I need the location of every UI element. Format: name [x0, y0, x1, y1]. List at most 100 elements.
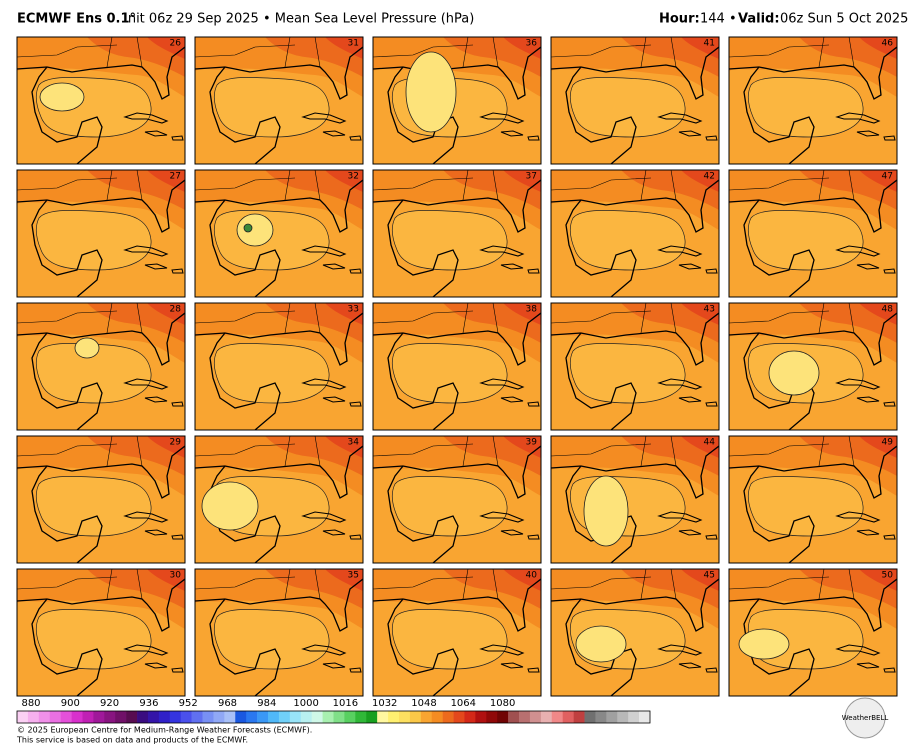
map-panel: 32	[194, 169, 364, 298]
low-pressure-area	[39, 82, 85, 112]
map-content	[551, 170, 719, 297]
map-panel: 50	[728, 568, 898, 697]
colorbar-swatch	[137, 711, 149, 723]
panel-border	[194, 302, 364, 431]
map-content	[17, 569, 185, 696]
map-panel: 31	[194, 36, 364, 165]
footer-line: This service is based on data and produc…	[16, 736, 248, 745]
map-panel: 28	[16, 302, 186, 431]
colorbar-swatch	[508, 711, 520, 723]
colorbar-swatch	[17, 711, 29, 723]
map-base	[551, 303, 719, 430]
colorbar-label: 880	[21, 698, 40, 709]
map-content	[729, 37, 897, 164]
member-number: 35	[348, 571, 359, 581]
map-content	[373, 303, 541, 430]
footer-line: © 2025 European Centre for Medium-Range …	[17, 726, 312, 735]
map-content	[729, 569, 897, 696]
map-base	[729, 37, 897, 164]
map-base	[729, 436, 897, 563]
map-content	[195, 170, 363, 297]
map-panel: 34	[194, 435, 364, 564]
colorbar-swatch	[93, 711, 105, 723]
panel-border	[372, 36, 542, 165]
member-number: 40	[526, 571, 538, 581]
subtitle: Init 06z 29 Sep 2025 • Mean Sea Level Pr…	[124, 12, 474, 27]
map-panel: 47	[728, 169, 898, 298]
low-pressure-area	[583, 475, 629, 547]
map-content	[551, 303, 719, 430]
colorbar-swatch	[311, 711, 323, 723]
hour-value: 144 •	[700, 12, 737, 27]
member-number: 48	[882, 305, 894, 315]
colorbar-swatch	[551, 711, 563, 723]
colorbar-swatch	[486, 711, 498, 723]
low-center	[243, 223, 253, 233]
colorbar-swatch	[420, 711, 433, 723]
colorbar-swatch	[464, 711, 476, 723]
low-pressure-area	[74, 337, 100, 359]
map-content	[17, 436, 185, 563]
colorbar-swatch	[519, 711, 531, 723]
member-number: 27	[170, 172, 181, 182]
map-panel: 26	[16, 36, 186, 165]
colorbar-swatch	[257, 711, 269, 723]
low-pressure-area	[236, 213, 274, 247]
colorbar-label: 952	[179, 698, 198, 709]
map-base	[17, 436, 185, 563]
map-base	[195, 170, 363, 297]
map-panel: 40	[372, 568, 542, 697]
colorbar-swatch	[573, 711, 585, 723]
member-number: 29	[170, 438, 182, 448]
colorbar-swatch	[442, 711, 454, 723]
colorbar-swatch	[355, 711, 367, 723]
map-content	[195, 569, 363, 696]
colorbar-label: 984	[257, 698, 276, 709]
colorbar-swatch	[27, 711, 40, 723]
colorbar-swatch	[377, 711, 389, 723]
colorbar-swatch	[289, 711, 302, 723]
map-content	[373, 569, 541, 696]
panel-border	[16, 568, 186, 697]
low-pressure-area	[405, 51, 457, 133]
colorbar-swatch	[617, 711, 629, 723]
map-panel: 35	[194, 568, 364, 697]
map-content	[373, 436, 541, 563]
colorbar-label: 920	[100, 698, 119, 709]
member-number: 31	[348, 39, 359, 49]
map-base	[729, 170, 897, 297]
map-content	[729, 170, 897, 297]
member-number: 41	[704, 39, 715, 49]
member-number: 38	[526, 305, 538, 315]
colorbar-swatch	[333, 711, 345, 723]
map-base	[17, 303, 185, 430]
panel-border	[550, 435, 720, 564]
map-base	[373, 37, 541, 164]
colorbar-swatch	[224, 711, 236, 723]
colorbar-label: 900	[61, 698, 80, 709]
colorbar-swatch	[202, 711, 214, 723]
map-base	[195, 569, 363, 696]
colorbar-swatch	[497, 711, 509, 723]
low-pressure-area	[575, 625, 627, 663]
map-content	[17, 170, 185, 297]
colorbar-swatch	[628, 711, 640, 723]
panel-border	[194, 568, 364, 697]
colorbar-swatch	[191, 711, 203, 723]
panel-border	[16, 169, 186, 298]
map-panel: 45	[550, 568, 720, 697]
map-content	[373, 37, 541, 164]
member-number: 34	[348, 438, 360, 448]
valid-value: 06z Sun 5 Oct 2025	[780, 12, 908, 27]
map-content	[729, 303, 897, 430]
map-content	[17, 303, 185, 430]
colorbar-label: 1080	[490, 698, 515, 709]
panel-border	[550, 568, 720, 697]
map-base	[17, 569, 185, 696]
panel-border	[728, 169, 898, 298]
member-number: 44	[704, 438, 716, 448]
map-content	[551, 569, 719, 696]
map-panel: 39	[372, 435, 542, 564]
member-number: 26	[170, 39, 182, 49]
